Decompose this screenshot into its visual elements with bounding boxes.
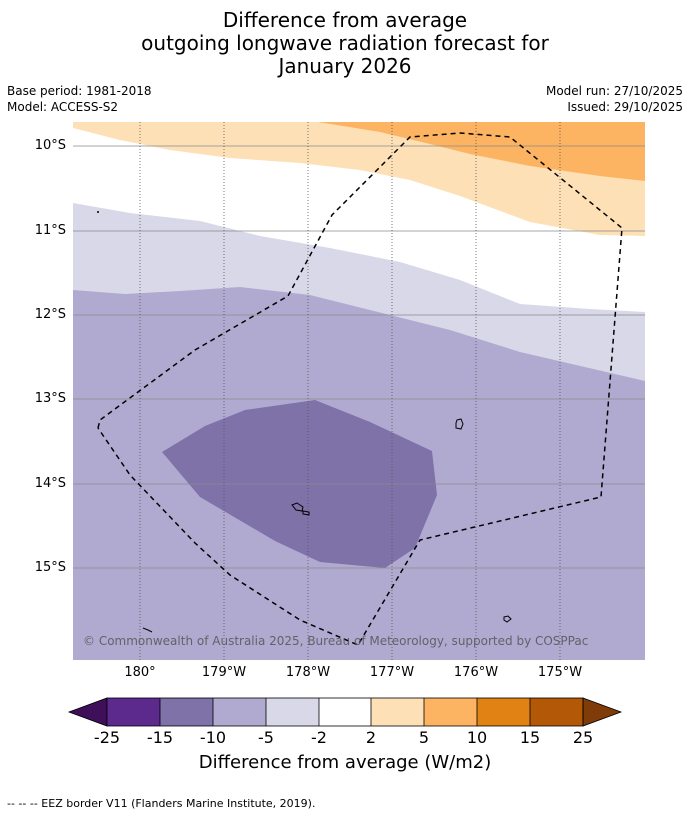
colorbar-tick-label: 15 [519,728,541,747]
latitude-label: 13°S [34,391,66,406]
colorbar-bin-neg10-neg5 [213,698,266,726]
colorbar-tick-label: -10 [199,728,227,747]
longitude-label: 176°W [453,665,499,680]
colorbar-tick-label: 2 [365,728,377,747]
latitude-label: 10°S [34,138,66,153]
colorbar-extend-max [582,697,623,727]
anomaly-band-5-10 [318,122,645,181]
colorbar-extend-min [67,697,108,727]
colorbar-bin-neg2-2 [319,698,371,726]
colorbar-bin-neg5-neg2 [266,698,319,726]
colorbar-dividers [159,698,531,726]
latitude-label: 12°S [34,307,66,322]
colorbar-tick-label: -2 [311,728,327,747]
colorbar-tick-label: -25 [93,728,121,747]
base-period-label: Base period: 1981-2018 [7,84,152,98]
eez-border-footnote: -- -- -- EEZ border V11 (Flanders Marine… [7,797,316,810]
latitude-label: 11°S [34,223,66,238]
chart-title-line-2: outgoing longwave radiation forecast for [141,31,549,55]
longitude-label: 180° [124,665,156,680]
colorbar-tick-label: -5 [258,728,274,747]
longitude-label: 178°W [285,665,331,680]
issued-label: Issued: 29/10/2025 [567,100,683,114]
colorbar-title: Difference from average (W/m2) [198,752,492,773]
copyright-notice: © Commonwealth of Australia 2025, Bureau… [83,634,588,648]
model-label: Model: ACCESS-S2 [7,100,119,114]
latitude-label: 14°S [34,476,66,491]
chart-title-line-3: January 2026 [278,54,412,78]
colorbar-bin-10-15 [477,698,530,726]
longitude-label: 177°W [369,665,415,680]
island-dot-northwest [97,211,99,213]
colorbar-bin-2-5 [371,698,424,726]
colorbar-outline [106,697,584,727]
colorbar-bin-neg15-neg10 [160,698,213,726]
model-run-label: Model run: 27/10/2025 [545,84,683,98]
longitude-label: 175°W [537,665,583,680]
colorbar-bin-5-10 [424,698,477,726]
graticule [73,122,645,660]
island-wallis [455,418,464,430]
chart-title-line-1: Difference from average [222,8,468,32]
colorbar-bin-15-25 [530,698,583,726]
longitude-label: 179°W [201,665,247,680]
colorbar-bin-neg25-neg15 [107,698,160,726]
colorbar-tick-label: 5 [418,728,430,747]
colorbar [67,697,623,727]
latitude-label: 15°S [34,560,66,575]
colorbar-tick-label: 10 [466,728,488,747]
island-small-southeast [503,615,512,623]
colorbar-tick-label: -15 [146,728,174,747]
colorbar-tick-label: 25 [572,728,594,747]
island-futuna-alofi [291,502,310,516]
island-reef-southwest [142,627,153,633]
